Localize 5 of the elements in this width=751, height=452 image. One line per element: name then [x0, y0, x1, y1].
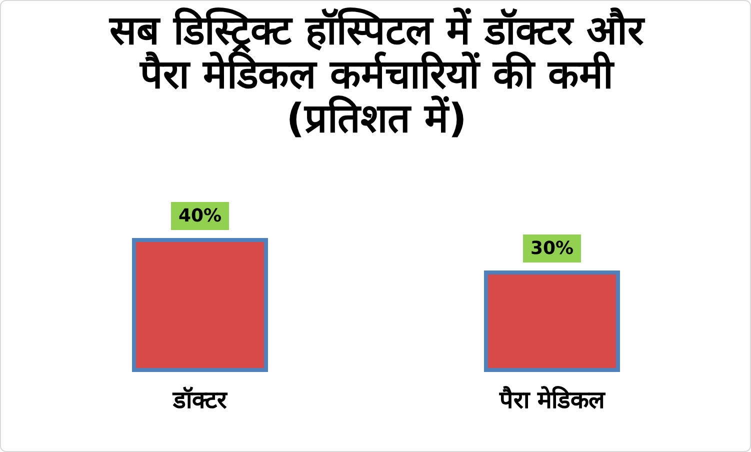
data-label: 30%: [530, 238, 574, 259]
chart-title: सब डिस्ट्रिक्ट हॉस्पिटल में डॉक्टर और पैरा मेडिकल कर्मचारियों की कमी (प्रतिशत में): [108, 8, 646, 142]
data-label: 40%: [178, 206, 222, 226]
x-tick-label: डॉक्टर: [172, 386, 228, 414]
x-tick-label: पैरा मेडिकल: [498, 386, 607, 414]
